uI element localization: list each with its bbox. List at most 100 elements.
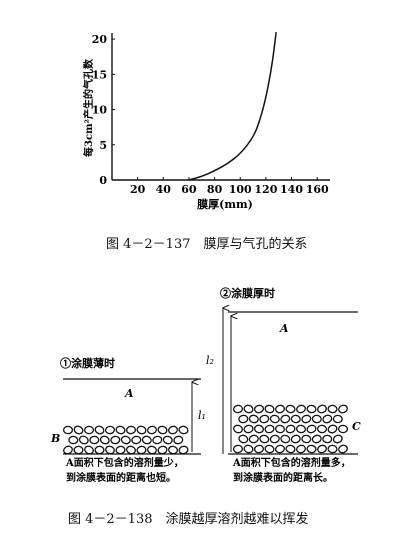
figure-138-caption: 图 4－2－138 涂膜越厚溶剂越难以挥发: [68, 512, 309, 527]
x-tick-label: 140: [280, 183, 303, 196]
solvent-particle: [285, 404, 296, 414]
solvent-particle: [327, 404, 338, 414]
y-tick-label: 0: [99, 174, 107, 187]
solvent-particle: [332, 434, 343, 444]
thick-film-note-line1: A面积下包含的溶剂量多，: [232, 456, 351, 469]
y-tick-label: 15: [92, 68, 107, 81]
solvent-particle: [115, 445, 126, 455]
x-tick-label: 40: [156, 183, 172, 196]
solvent-particle: [338, 404, 348, 414]
solvent-particle: [73, 445, 84, 455]
x-tick-label: 100: [229, 183, 252, 196]
solvent-particle: [125, 425, 137, 435]
solvent-particle: [162, 435, 173, 445]
figure-137-caption: 图 4－2－137 膜厚与气孔的关系: [106, 237, 308, 252]
solvent-particle: [301, 414, 312, 424]
solvent-particle: [301, 434, 312, 444]
y-tick-label: 5: [99, 139, 107, 152]
solvent-particle: [269, 434, 280, 444]
solvent-particle: [322, 414, 333, 424]
solvent-particle: [238, 434, 249, 444]
solvent-particle: [290, 414, 301, 424]
thin-film-label-a: A: [124, 387, 134, 400]
solvent-particle: [280, 414, 291, 424]
thin-film-label-b: B: [50, 432, 60, 445]
solvent-particle: [306, 424, 317, 434]
solvent-particle: [126, 445, 136, 455]
solvent-particle: [316, 424, 328, 434]
solvent-particle: [152, 435, 163, 445]
solvent-particle: [296, 404, 306, 414]
solvent-particle: [115, 425, 126, 435]
solvent-particle: [78, 435, 89, 445]
solvent-particle: [327, 444, 338, 454]
solvent-particle: [62, 425, 74, 435]
thick-film-panel: ②涂膜厚时 A C l₂ A面积下包含的溶剂量多， 到涂膜表面的距离长。: [206, 286, 361, 484]
solvent-particle: [274, 424, 286, 434]
film-thickness-pore-chart: 20 40 60 80 100 120 140 160 0 5 10 15 20 膜厚(mm) 每3cm…: [82, 31, 330, 211]
solvent-particle: [322, 434, 333, 444]
solvent-particle: [173, 435, 184, 445]
thin-film-note-line1: A面积下包含的溶剂量少，: [65, 456, 184, 469]
thick-film-distance-label: l₂: [206, 354, 214, 367]
solvent-particle: [94, 425, 105, 435]
solvent-particle: [285, 444, 296, 454]
chart-series: [188, 31, 277, 181]
x-tick-label: 20: [130, 183, 146, 196]
solvent-particle: [259, 414, 270, 424]
x-tick-label: 80: [207, 183, 223, 196]
solvent-particle: [338, 444, 348, 454]
solvent-particle: [306, 404, 317, 414]
chart-xlabel: 膜厚(mm): [197, 197, 253, 211]
solvent-particle: [73, 425, 84, 435]
solvent-particle: [136, 445, 147, 455]
solvent-particle: [332, 414, 343, 424]
solvent-particle: [167, 425, 179, 435]
solvent-particle: [238, 414, 249, 424]
solvent-particle: [274, 444, 286, 454]
solvent-particle: [311, 434, 322, 444]
solvent-particle: [94, 445, 105, 455]
solvent-particle: [178, 445, 189, 455]
thin-film-solvent-particles: [62, 425, 189, 455]
thick-film-note-line2: 到涂膜表面的距离长。: [233, 471, 333, 484]
thin-film-title: ①涂膜薄时: [60, 356, 115, 370]
solvent-particle: [243, 404, 254, 414]
thin-film-note-line2: 到涂膜表面的距离也短。: [66, 471, 176, 484]
solvent-particle: [248, 414, 259, 424]
solvent-particle: [253, 424, 265, 434]
solvent-particle: [306, 444, 317, 454]
chart-ylabel: 每3cm²产生的气孔数: [82, 58, 95, 157]
thin-film-panel: ①涂膜薄时 A B l₁ A面积下包含的溶剂量少， 到涂膜表面的距离也短。: [50, 356, 206, 484]
solvent-particle: [264, 404, 275, 414]
solvent-particle: [280, 434, 291, 444]
solvent-particle: [259, 434, 270, 444]
solvent-particle: [233, 424, 243, 434]
solvent-particle: [178, 425, 189, 435]
solvent-particle: [274, 404, 286, 414]
thick-film-label-a: A: [279, 322, 289, 335]
solvent-particle: [317, 404, 327, 414]
solvent-particle: [104, 425, 116, 435]
solvent-particle: [285, 424, 296, 434]
thick-film-solvent-particles: [232, 404, 349, 454]
solvent-particle: [253, 444, 265, 454]
solvent-particle: [337, 424, 349, 434]
solvent-particle: [295, 424, 307, 434]
pore-count-curve: [188, 31, 277, 181]
solvent-particle: [110, 435, 121, 445]
chart-ticks: 20 40 60 80 100 120 140 160 0 5 10 15 20: [92, 33, 329, 196]
solvent-particle: [68, 435, 79, 445]
solvent-particle: [63, 445, 73, 455]
y-tick-label: 10: [92, 104, 108, 117]
solvent-particle: [243, 444, 254, 454]
x-tick-label: 120: [254, 183, 277, 196]
solvent-particle: [157, 425, 168, 435]
solvent-particle: [157, 445, 168, 455]
x-tick-label: 60: [181, 183, 197, 196]
solvent-particle: [232, 444, 244, 454]
solvent-particle: [232, 404, 244, 414]
solvent-particle: [120, 435, 131, 445]
solvent-particle: [146, 445, 158, 455]
chart-axes: [111, 33, 330, 181]
